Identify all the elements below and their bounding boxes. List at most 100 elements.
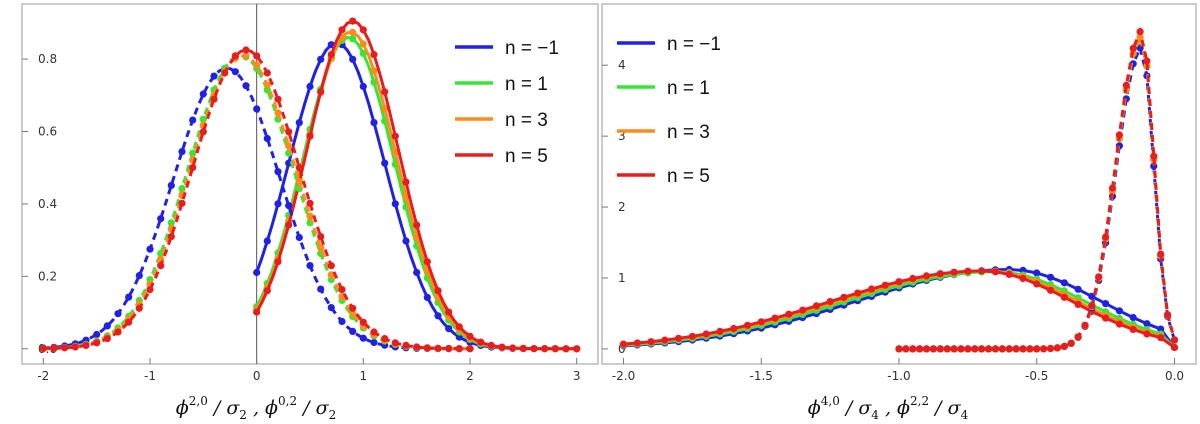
left-point-n-5 <box>338 26 346 34</box>
right-point-n-5 <box>854 289 862 297</box>
right-x-tick-label: -0.5 <box>1025 369 1048 383</box>
left-point-n-5 <box>125 318 133 326</box>
left-point-n-3 <box>242 52 250 60</box>
right-point-n-5 <box>1122 81 1130 89</box>
right-point-n-5 <box>1157 250 1165 258</box>
right-point-n-5 <box>1088 302 1096 310</box>
left-point-n-5 <box>253 308 261 316</box>
left-point-n-3 <box>317 244 325 252</box>
left-point-n-1 <box>434 312 442 320</box>
right-point-n-5 <box>978 267 986 275</box>
right-point-n-5 <box>1005 345 1013 353</box>
left-point-n-1 <box>349 35 357 43</box>
right-point-n-5 <box>1060 342 1068 350</box>
left-point-n-1 <box>359 49 367 58</box>
right-point-n-5 <box>1164 311 1172 319</box>
left-point-n-5 <box>103 335 111 343</box>
right-point-n-1 <box>1033 269 1041 277</box>
left-point-n-5 <box>39 344 47 353</box>
right-point-n-5 <box>1157 334 1165 342</box>
right-series <box>619 26 1179 353</box>
left-x-tick-label: -2 <box>37 369 49 383</box>
left-point-n-5 <box>71 343 79 351</box>
right-point-n-5 <box>1005 270 1013 278</box>
left-point-n-5 <box>402 341 410 349</box>
left-point-n-1 <box>199 90 207 98</box>
left-point-n-5 <box>498 343 506 351</box>
left-point-n-5 <box>253 52 261 60</box>
right-axis-ticks: -2.0-1.5-1.0-0.50.001234 <box>602 58 1184 383</box>
left-point-n-1 <box>274 168 282 176</box>
left-x-tick-label: 0 <box>253 369 261 383</box>
right-point-n-5 <box>619 340 628 348</box>
right-point-n-1 <box>1157 325 1165 333</box>
right-point-n-5 <box>1060 293 1068 301</box>
left-x-axis-label: ϕ2,0 / σ2 , ϕ0,2 / σ2 <box>176 394 336 422</box>
right-point-n-5 <box>984 345 993 353</box>
left-point-n-1 <box>253 105 261 113</box>
left-point-n-1 <box>189 116 197 124</box>
right-legend-label-n-5: n = 5 <box>667 166 710 187</box>
left-point-n-3 <box>306 212 314 220</box>
right-point-n-5 <box>998 345 1006 353</box>
left-point-n-5 <box>391 339 399 347</box>
left-x-tick-label: 3 <box>573 369 581 383</box>
right-x-tick-label: -1.5 <box>750 369 773 383</box>
right-point-n-5 <box>1102 314 1110 322</box>
left-axis-ticks: -2 -1 0 1 2 30.00.20.40.60.8 <box>22 52 580 383</box>
right-point-n-3 <box>1136 33 1144 41</box>
right-point-n-5 <box>929 345 938 353</box>
left-point-n-1 <box>285 159 293 167</box>
right-point-n-5 <box>943 345 951 353</box>
right-point-n-5 <box>633 339 641 347</box>
left-point-n-5 <box>455 345 463 353</box>
left-legend-label-n-5: n = 5 <box>505 146 548 167</box>
left-point-n-1 <box>306 262 314 270</box>
left-point-n-3 <box>253 61 261 69</box>
left-point-n-5 <box>221 69 229 77</box>
right-point-n-1 <box>1046 273 1055 281</box>
right-dashed-line-n-3 <box>899 32 1176 351</box>
right-point-n-5 <box>1019 345 1027 353</box>
left-point-n-5 <box>381 335 389 343</box>
left-point-n-5 <box>349 304 357 312</box>
left-point-n-1 <box>338 317 346 326</box>
left-point-n-3 <box>349 310 357 318</box>
right-point-n-1 <box>1143 320 1151 328</box>
right-x-axis-label: ϕ4,0 / σ4 , ϕ2,2 / σ4 <box>808 394 969 422</box>
left-point-n-5 <box>157 262 165 270</box>
left-x-tick-label: 1 <box>360 369 368 383</box>
left-point-n-1 <box>295 119 303 127</box>
right-point-n-5 <box>1026 345 1034 353</box>
left-point-n-5 <box>562 345 570 353</box>
right-chart: -2.0-1.5-1.0-0.50.001234 n = −1n = 1n = … <box>601 3 1197 422</box>
left-point-n-1 <box>242 82 250 90</box>
left-point-n-5 <box>509 344 517 352</box>
right-point-n-5 <box>991 345 1000 353</box>
right-point-n-5 <box>1046 286 1055 294</box>
left-point-n-5 <box>551 345 559 353</box>
left-point-n-5 <box>263 69 271 77</box>
left-point-n-1 <box>231 68 239 76</box>
left-point-n-3 <box>370 67 378 75</box>
right-point-n-5 <box>1074 300 1082 308</box>
left-point-n-5 <box>541 345 549 353</box>
left-point-n-5 <box>413 221 421 229</box>
right-point-n-5 <box>1095 273 1103 281</box>
right-point-n-1 <box>1129 314 1137 322</box>
left-point-n-5 <box>573 345 581 353</box>
left-point-n-5 <box>466 332 474 340</box>
left-point-n-1 <box>103 322 111 330</box>
right-point-n-5 <box>895 345 903 353</box>
right-point-n-5 <box>688 332 697 340</box>
left-point-n-1 <box>317 285 325 293</box>
left-point-n-5 <box>146 286 154 294</box>
left-point-n-1 <box>359 82 367 91</box>
right-point-n-5 <box>785 310 793 318</box>
left-point-n-1 <box>125 293 133 301</box>
right-point-n-5 <box>936 270 944 278</box>
right-point-n-5 <box>881 281 889 289</box>
left-point-n-5 <box>263 287 271 295</box>
left-point-n-5 <box>434 344 442 352</box>
right-point-n-5 <box>1019 274 1027 283</box>
